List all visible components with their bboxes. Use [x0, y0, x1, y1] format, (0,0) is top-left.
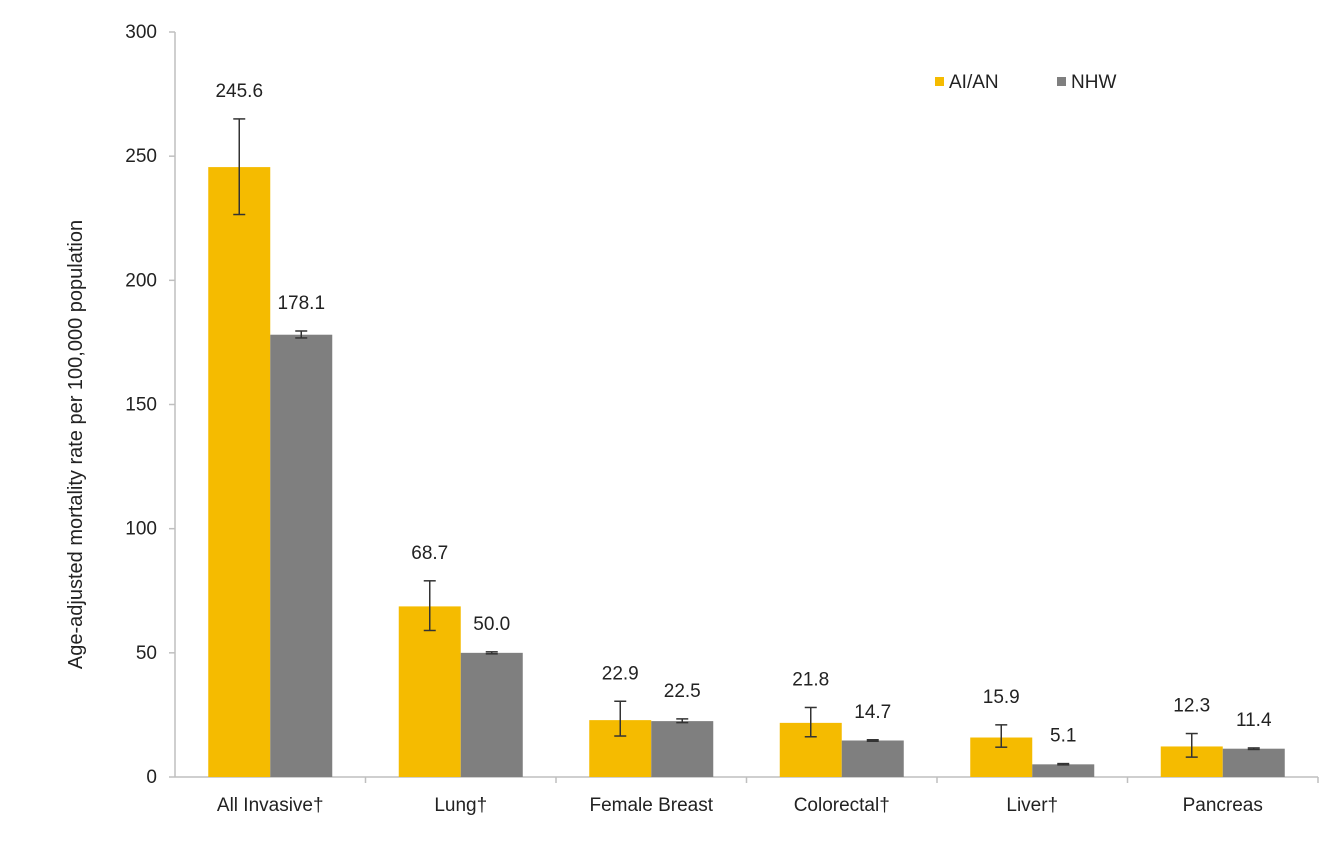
legend-swatch — [935, 77, 944, 86]
x-tick-label: Female Breast — [589, 795, 713, 816]
data-label: 11.4 — [1236, 710, 1272, 731]
data-label: 14.7 — [854, 702, 891, 723]
data-label: 21.8 — [792, 669, 829, 690]
y-tick-label: 200 — [125, 270, 157, 291]
bar-aian — [208, 167, 271, 778]
data-label: 178.1 — [277, 293, 325, 314]
y-tick-label: 50 — [136, 643, 157, 664]
bar-nhw — [651, 721, 714, 777]
data-label: 5.1 — [1050, 726, 1076, 747]
x-tick-label: Lung† — [434, 795, 487, 816]
bar-aian — [398, 606, 461, 777]
data-label: 22.5 — [664, 681, 701, 702]
bars — [208, 118, 1285, 778]
data-label: 245.6 — [215, 81, 263, 102]
legend-label: NHW — [1071, 72, 1116, 93]
axes: 0 50 100 150 200 250 300 Age-adjusted mortality… — [65, 22, 1319, 788]
x-tick-label: Pancreas — [1183, 795, 1263, 816]
y-tick-label: 100 — [125, 519, 157, 540]
bar-nhw — [460, 652, 523, 777]
data-label: 22.9 — [602, 663, 639, 684]
legend: AI/AN NHW — [935, 72, 1116, 93]
x-tick-label: Colorectal† — [794, 795, 890, 816]
labels: All Invasive† 245.6 178.1 Lung† 68.7 50.0 Fema… — [215, 81, 1271, 816]
bar-nhw — [1032, 764, 1095, 777]
data-label: 68.7 — [411, 543, 448, 564]
y-tick-label: 150 — [125, 395, 157, 416]
y-axis-title: Age-adjusted mortality rate per 100,000 … — [65, 220, 87, 669]
x-tick-label: Liver† — [1006, 795, 1058, 816]
bar-nhw — [270, 334, 333, 777]
legend-label: AI/AN — [949, 72, 999, 93]
legend-swatch — [1057, 77, 1066, 86]
data-label: 15.9 — [983, 687, 1020, 708]
bar-nhw — [841, 740, 904, 777]
y-tick-label: 0 — [146, 767, 157, 788]
data-label: 12.3 — [1173, 696, 1210, 717]
data-label: 50.0 — [473, 614, 510, 635]
bar-nhw — [1222, 748, 1285, 777]
x-tick-label: All Invasive† — [217, 795, 324, 816]
y-tick-label: 250 — [125, 146, 157, 167]
y-tick-label: 300 — [125, 22, 157, 43]
